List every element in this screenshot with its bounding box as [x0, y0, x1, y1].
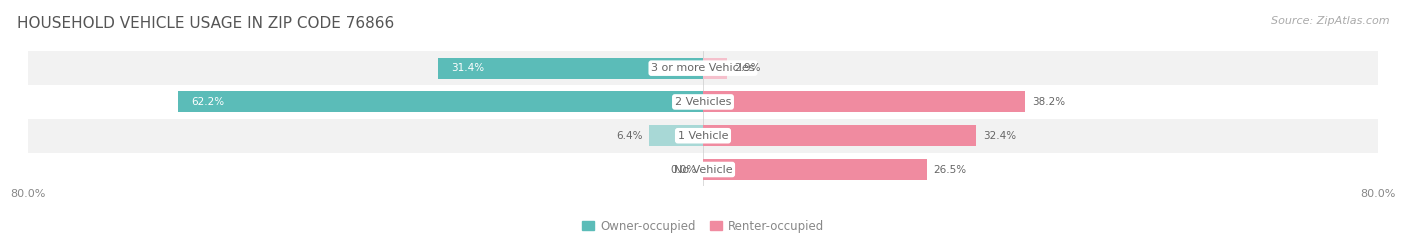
Bar [703, 125, 976, 146]
Bar [28, 51, 1378, 85]
Text: 26.5%: 26.5% [934, 164, 966, 175]
Text: 0.0%: 0.0% [671, 164, 696, 175]
Text: Source: ZipAtlas.com: Source: ZipAtlas.com [1271, 16, 1389, 26]
Bar [703, 92, 1025, 112]
Bar [650, 125, 703, 146]
Legend: Owner-occupied, Renter-occupied: Owner-occupied, Renter-occupied [578, 215, 828, 233]
Text: No Vehicle: No Vehicle [673, 164, 733, 175]
Bar [28, 153, 1378, 186]
Text: 2 Vehicles: 2 Vehicles [675, 97, 731, 107]
Text: 38.2%: 38.2% [1032, 97, 1066, 107]
Bar [179, 92, 703, 112]
Bar [439, 58, 703, 79]
Bar [28, 85, 1378, 119]
Text: 2.9%: 2.9% [734, 63, 761, 73]
Text: 1 Vehicle: 1 Vehicle [678, 131, 728, 141]
Text: HOUSEHOLD VEHICLE USAGE IN ZIP CODE 76866: HOUSEHOLD VEHICLE USAGE IN ZIP CODE 7686… [17, 16, 394, 31]
Text: 3 or more Vehicles: 3 or more Vehicles [651, 63, 755, 73]
Text: 32.4%: 32.4% [983, 131, 1017, 141]
Text: 31.4%: 31.4% [451, 63, 484, 73]
Text: 6.4%: 6.4% [616, 131, 643, 141]
Text: 62.2%: 62.2% [191, 97, 224, 107]
Bar [703, 58, 727, 79]
Bar [28, 119, 1378, 153]
Bar [703, 159, 927, 180]
